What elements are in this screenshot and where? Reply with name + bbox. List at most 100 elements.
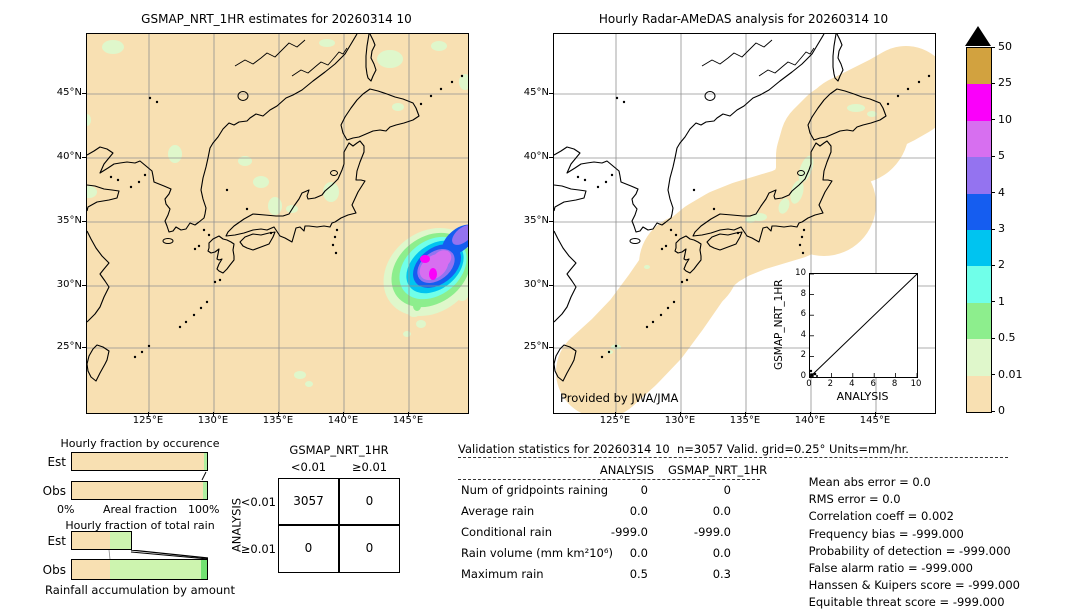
inset-scatter-plot [809, 273, 918, 378]
inset-y-tick-label: 10 [795, 268, 806, 278]
bar-segment-light_green [109, 560, 201, 579]
y-tick-mark [82, 93, 86, 94]
y-tick-mark [82, 285, 86, 286]
y-tick-label: 35°N [56, 215, 82, 226]
colorbar-tick-mark [991, 46, 995, 48]
colorbar-tick-label: 50 [998, 40, 1012, 53]
colorbar-tick-label: 0.5 [998, 331, 1016, 345]
y-tick-mark [82, 347, 86, 348]
colorbar-tick-mark [991, 337, 995, 339]
score-label: RMS error = [808, 492, 879, 507]
x-tick-label: 145°E [392, 415, 424, 426]
inset-svg [809, 273, 918, 378]
contingency-cell-0-0: 3057 [293, 494, 324, 508]
colorbar-segment [967, 193, 991, 230]
stats-row-label: Conditional rain [461, 525, 553, 539]
contingency-row-label-ge: ≥0.01 [240, 542, 276, 556]
stats-row-label: Average rain [461, 504, 535, 518]
bar-segment-light_green [109, 532, 131, 549]
y-tick-label: 25°N [523, 341, 549, 352]
x-tick-label: 125°E [132, 415, 164, 426]
stats-header: Validation statistics for 20260314 10 n=… [458, 442, 909, 456]
score-label: Hanssen & Kuipers score = [808, 578, 965, 593]
y-tick-label: 45°N [56, 87, 82, 98]
occurrence-x-axis-label: Areal fraction [102, 503, 178, 516]
contingency-row-label-lt: <0.01 [240, 495, 276, 509]
x-tick-mark [745, 412, 746, 416]
bar-segment-tan [72, 482, 203, 499]
gridlines [554, 34, 935, 413]
inset-x-tick-label: 8 [891, 379, 898, 389]
scatter-point [809, 369, 813, 373]
inset-y-axis-label: GSMAP_NRT_1HR [773, 279, 785, 370]
y-tick-label: 45°N [523, 87, 549, 98]
colorbar-tick-label: 1 [998, 294, 1005, 308]
stats-row-label: Maximum rain [461, 567, 544, 581]
colorbar-tick-label: 25 [998, 76, 1012, 90]
stats-gsmap-value: 0.0 [712, 504, 731, 518]
occurrence-obs-label: Obs [42, 484, 66, 498]
radar-coverage-band [556, 46, 935, 413]
score-value: 0.0 [912, 475, 931, 489]
score-value: -999.000 [921, 561, 973, 575]
scatter-point [813, 372, 817, 376]
credit-text: Provided by JWA/JMA [560, 391, 679, 405]
x-tick-mark [680, 412, 681, 416]
score-value: -999.000 [959, 543, 1011, 558]
inset-x-tick-label: 4 [849, 379, 855, 389]
stats-analysis-value: 0.0 [629, 546, 648, 560]
score-label: False alarm ratio = [808, 561, 918, 575]
y-tick-label: 40°N [523, 151, 549, 162]
colorbar-tick-label: 3 [998, 222, 1005, 235]
colorbar-segment [967, 84, 991, 121]
contingency-row-title: ANALYSIS [229, 497, 244, 553]
colorbar-segment [967, 266, 991, 303]
totalrain-est-bar [71, 531, 132, 550]
x-tick-mark [213, 412, 214, 416]
x-tick-label: 130°E [664, 415, 696, 426]
stats-header-rule [458, 457, 1008, 458]
x-tick-label: 140°E [794, 415, 826, 426]
colorbar-tick-label: 4 [998, 185, 1005, 199]
y-tick-mark [82, 221, 86, 222]
x-tick-mark [875, 412, 876, 416]
right-map-radar-amedas: GSMAP_NRT_1HR ANALYSIS Provided by JWA/J… [553, 33, 936, 414]
score-line: Probability of detection = -999.000 [783, 530, 1011, 572]
colorbar-segment [967, 302, 991, 340]
inset-y-tick-label: 0 [800, 371, 806, 381]
bar-segment-sliver_green [202, 482, 207, 499]
y-tick-label: 35°N [523, 215, 549, 226]
stats-gsmap-value: -999.0 [693, 525, 731, 539]
map-svg [87, 34, 468, 413]
totalrain-est-label: Est [47, 534, 66, 548]
stats-row-label: Num of gridpoints raining [461, 483, 609, 497]
bar-segment-bright_green [200, 560, 207, 579]
inset-x-tick-label: 10 [910, 379, 922, 389]
colorbar-tick-label: 0.01 [998, 367, 1023, 381]
score-label: Equitable threat score = [808, 595, 950, 610]
colorbar-tick-mark [991, 228, 995, 230]
score-label: Probability of detection = [808, 543, 956, 558]
left-map-gsmap [86, 33, 469, 414]
bar-segment-tan [72, 532, 110, 549]
bar-segment-tan [72, 453, 204, 470]
colorbar-tick-mark [991, 155, 995, 157]
colorbar-tick-label: 5 [998, 149, 1005, 163]
coastlines [554, 34, 931, 382]
x-tick-mark [810, 412, 811, 416]
inset-y-tick-label: 2 [800, 350, 806, 361]
scatter-point [810, 373, 814, 377]
x-tick-label: 140°E [327, 415, 359, 426]
score-label: Correlation coeff = [808, 509, 918, 524]
colorbar-tick-mark [991, 82, 995, 84]
occurrence-obs-bar [71, 481, 208, 500]
y-tick-label: 30°N [523, 279, 549, 290]
y-tick-mark [549, 157, 553, 158]
y-tick-mark [82, 157, 86, 158]
contingency-cell-1-1: 0 [365, 541, 374, 555]
totalrain-obs-label: Obs [42, 563, 66, 577]
light-rain-patches [87, 39, 468, 387]
x-tick-mark [148, 412, 149, 416]
x-tick-mark [408, 412, 409, 416]
